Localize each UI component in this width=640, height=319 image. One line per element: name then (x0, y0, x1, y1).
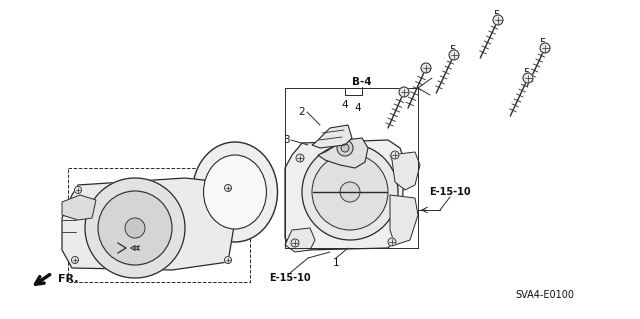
Circle shape (225, 256, 232, 263)
Polygon shape (285, 228, 315, 252)
Circle shape (85, 178, 185, 278)
Polygon shape (318, 138, 368, 168)
Circle shape (225, 184, 232, 191)
Polygon shape (390, 195, 418, 245)
Ellipse shape (193, 142, 278, 242)
Text: E-3: E-3 (92, 243, 109, 253)
Text: 5: 5 (523, 68, 529, 78)
Text: FR.: FR. (58, 274, 79, 284)
Circle shape (302, 144, 398, 240)
Text: 1: 1 (333, 258, 339, 268)
Circle shape (399, 87, 409, 97)
Circle shape (98, 191, 172, 265)
Circle shape (540, 43, 550, 53)
Text: 4: 4 (342, 100, 348, 110)
Text: 2: 2 (299, 107, 305, 117)
Circle shape (388, 238, 396, 246)
Text: E-15-10: E-15-10 (429, 187, 471, 197)
Polygon shape (62, 195, 96, 220)
Circle shape (337, 140, 353, 156)
Polygon shape (390, 152, 420, 190)
Circle shape (493, 15, 503, 25)
Circle shape (296, 154, 304, 162)
Ellipse shape (204, 155, 266, 229)
Text: 5: 5 (493, 10, 499, 20)
Circle shape (421, 63, 431, 73)
Text: SVA4-E0100: SVA4-E0100 (515, 290, 575, 300)
Circle shape (341, 144, 349, 152)
Circle shape (449, 50, 459, 60)
Circle shape (291, 239, 299, 247)
Text: 4: 4 (355, 103, 362, 113)
Text: B-4: B-4 (352, 77, 372, 87)
Polygon shape (285, 140, 405, 250)
Text: E-15-10: E-15-10 (269, 273, 311, 283)
Text: 5: 5 (449, 45, 455, 55)
Polygon shape (62, 178, 238, 270)
Circle shape (340, 182, 360, 202)
Circle shape (125, 218, 145, 238)
Circle shape (523, 73, 533, 83)
Polygon shape (312, 125, 352, 148)
Circle shape (312, 154, 388, 230)
Text: 5: 5 (540, 38, 547, 48)
Circle shape (72, 256, 79, 263)
Circle shape (391, 151, 399, 159)
Circle shape (74, 187, 81, 194)
Text: 3: 3 (283, 135, 289, 145)
